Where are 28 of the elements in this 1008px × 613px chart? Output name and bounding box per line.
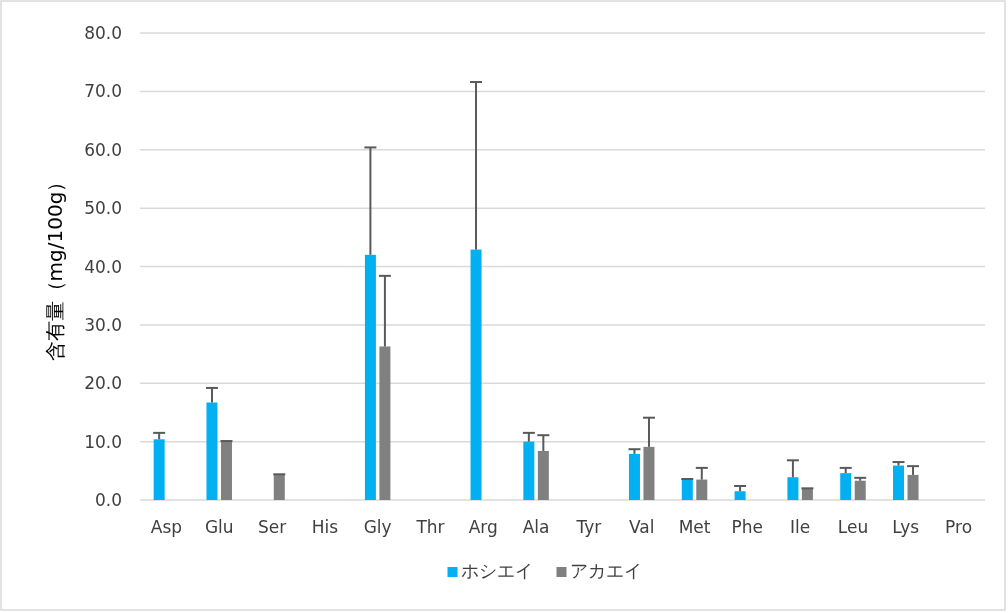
y-tick-label: 10.0	[84, 431, 122, 452]
x-tick-label: Ser	[257, 517, 287, 537]
y-tick-label: 20.0	[84, 373, 122, 394]
x-tick-label: Phe	[731, 517, 764, 537]
y-tick-label: 80.0	[84, 23, 122, 43]
y-tick-label: 0.0	[94, 490, 122, 510]
y-tick-label: 60.0	[84, 139, 122, 160]
x-tick-label: Arg	[468, 517, 498, 537]
x-tick-label: Met	[678, 517, 711, 537]
y-tick-label: 40.0	[84, 256, 122, 277]
x-tick-label: Gly	[363, 517, 392, 537]
y-tick-label: 30.0	[84, 314, 122, 335]
x-tick-label: Asp	[150, 517, 183, 537]
x-tick-label: Ala	[522, 517, 550, 537]
x-tick-label: Leu	[837, 517, 869, 537]
x-tick-label: Ile	[790, 517, 811, 537]
x-tick-label: Thr	[415, 517, 445, 537]
y-axis-title: 含有量（mg/100g）	[43, 171, 67, 362]
y-tick-label: 50.0	[84, 198, 122, 219]
legend-label: ホシエイ	[460, 560, 533, 581]
x-tick-label: Lys	[892, 517, 920, 537]
y-tick-label: 70.0	[84, 81, 122, 102]
x-tick-label: His	[311, 517, 339, 537]
x-tick-label: Pro	[945, 517, 973, 537]
x-tick-label: Glu	[204, 517, 234, 537]
x-tick-label: Tyr	[575, 517, 602, 537]
x-tick-label: Val	[628, 517, 655, 537]
legend-label: アカエイ	[569, 560, 642, 581]
